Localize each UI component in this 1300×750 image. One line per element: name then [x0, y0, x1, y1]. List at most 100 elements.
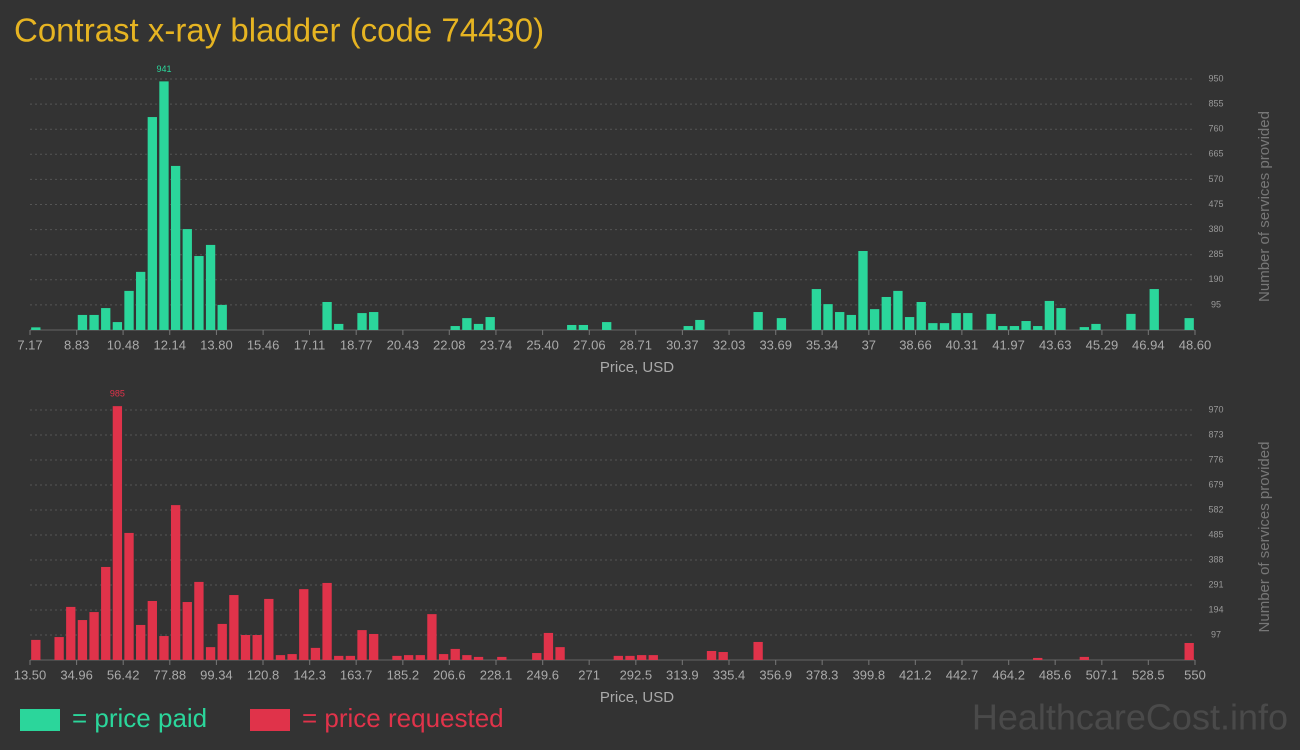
bar — [182, 602, 192, 660]
x-tick-label: 27.06 — [573, 337, 606, 352]
bar — [112, 322, 123, 330]
bar — [170, 165, 181, 330]
x-tick-label: 34.96 — [60, 667, 93, 682]
y-tick-label: 760 — [1208, 124, 1223, 134]
x-tick-label: 292.5 — [620, 667, 653, 682]
x-tick-label: 17.11 — [294, 337, 326, 352]
x-tick-label: 46.94 — [1132, 337, 1165, 352]
y-tick-label: 873 — [1208, 429, 1223, 439]
bar — [438, 654, 449, 660]
bar — [1009, 326, 1020, 330]
bar — [998, 326, 1008, 330]
bar — [473, 323, 484, 330]
bar — [1184, 318, 1194, 330]
x-tick-label: 185.2 — [387, 667, 420, 682]
y-axis-title: Number of services provided — [1256, 442, 1273, 633]
bar — [1079, 656, 1089, 660]
bar — [916, 301, 926, 330]
bar — [159, 636, 169, 660]
bar — [427, 614, 437, 660]
x-tick-label: 8.83 — [64, 337, 89, 352]
bar — [101, 308, 111, 330]
bar — [578, 324, 589, 330]
x-tick-label: 15.46 — [247, 337, 280, 352]
x-tick-label: 12.14 — [153, 337, 186, 352]
y-tick-label: 485 — [1208, 529, 1223, 539]
bar — [1033, 657, 1043, 660]
bar — [217, 304, 227, 330]
x-tick-label: 120.8 — [247, 667, 280, 682]
legend-swatch — [20, 709, 60, 731]
x-tick-label: 99.34 — [200, 667, 233, 682]
x-tick-label: 271 — [578, 667, 600, 682]
bar — [532, 653, 542, 660]
bar — [462, 655, 472, 660]
bar — [939, 323, 950, 330]
bar — [136, 624, 146, 660]
bar — [811, 289, 822, 330]
bar — [229, 595, 239, 660]
x-tick-label: 528.5 — [1132, 667, 1165, 682]
x-tick-label: 28.71 — [619, 337, 652, 352]
bar — [345, 655, 356, 660]
legend-swatch — [250, 709, 290, 731]
x-tick-label: 40.31 — [946, 337, 979, 352]
y-tick-label: 582 — [1208, 504, 1223, 514]
x-tick-label: 77.88 — [154, 667, 187, 682]
x-tick-label: 550 — [1184, 667, 1206, 682]
bar — [683, 326, 693, 330]
bar — [718, 652, 728, 660]
value-label: 985 — [110, 389, 125, 399]
bar — [112, 406, 123, 660]
bar — [1091, 323, 1101, 330]
y-tick-label: 570 — [1208, 174, 1223, 184]
bar — [881, 296, 891, 330]
bar — [392, 655, 402, 660]
x-tick-label: 45.29 — [1086, 337, 1119, 352]
bar — [322, 301, 332, 330]
bar — [450, 326, 460, 330]
x-tick-label: 142.3 — [293, 667, 326, 682]
bar — [310, 647, 321, 660]
bar — [1044, 300, 1055, 330]
bar — [89, 314, 99, 330]
bar — [485, 317, 495, 330]
x-tick-label: 421.2 — [899, 667, 932, 682]
x-tick-label: 442.7 — [946, 667, 979, 682]
bar — [194, 581, 204, 660]
x-tick-label: 507.1 — [1086, 667, 1119, 682]
y-tick-label: 475 — [1208, 199, 1223, 209]
bar — [101, 566, 111, 660]
bar — [753, 312, 763, 330]
bar — [625, 655, 635, 660]
bar — [322, 582, 332, 660]
x-tick-label: 10.48 — [107, 337, 140, 352]
bar — [555, 647, 565, 660]
y-tick-label: 95 — [1211, 299, 1221, 309]
legend-label: = price paid — [72, 703, 207, 733]
y-tick-label: 776 — [1208, 454, 1223, 464]
bar — [823, 304, 833, 330]
bar — [77, 620, 88, 660]
x-tick-label: 378.3 — [806, 667, 839, 682]
x-tick-label: 228.1 — [480, 667, 513, 682]
bar — [858, 251, 868, 330]
bar — [543, 632, 554, 660]
x-tick-label: 335.4 — [713, 667, 746, 682]
bar — [869, 309, 880, 330]
bar — [217, 623, 227, 660]
bar — [567, 324, 577, 330]
bar — [124, 532, 134, 660]
x-tick-label: 206.6 — [433, 667, 466, 682]
bar — [415, 655, 425, 660]
bar — [182, 229, 192, 330]
y-axis-title: Number of services provided — [1256, 111, 1273, 302]
bar — [835, 312, 845, 330]
x-tick-label: 13.50 — [14, 667, 47, 682]
x-tick-label: 7.17 — [17, 337, 42, 352]
bar — [124, 290, 134, 330]
bar — [1021, 321, 1031, 330]
y-tick-label: 194 — [1208, 604, 1223, 614]
bar — [648, 655, 658, 660]
